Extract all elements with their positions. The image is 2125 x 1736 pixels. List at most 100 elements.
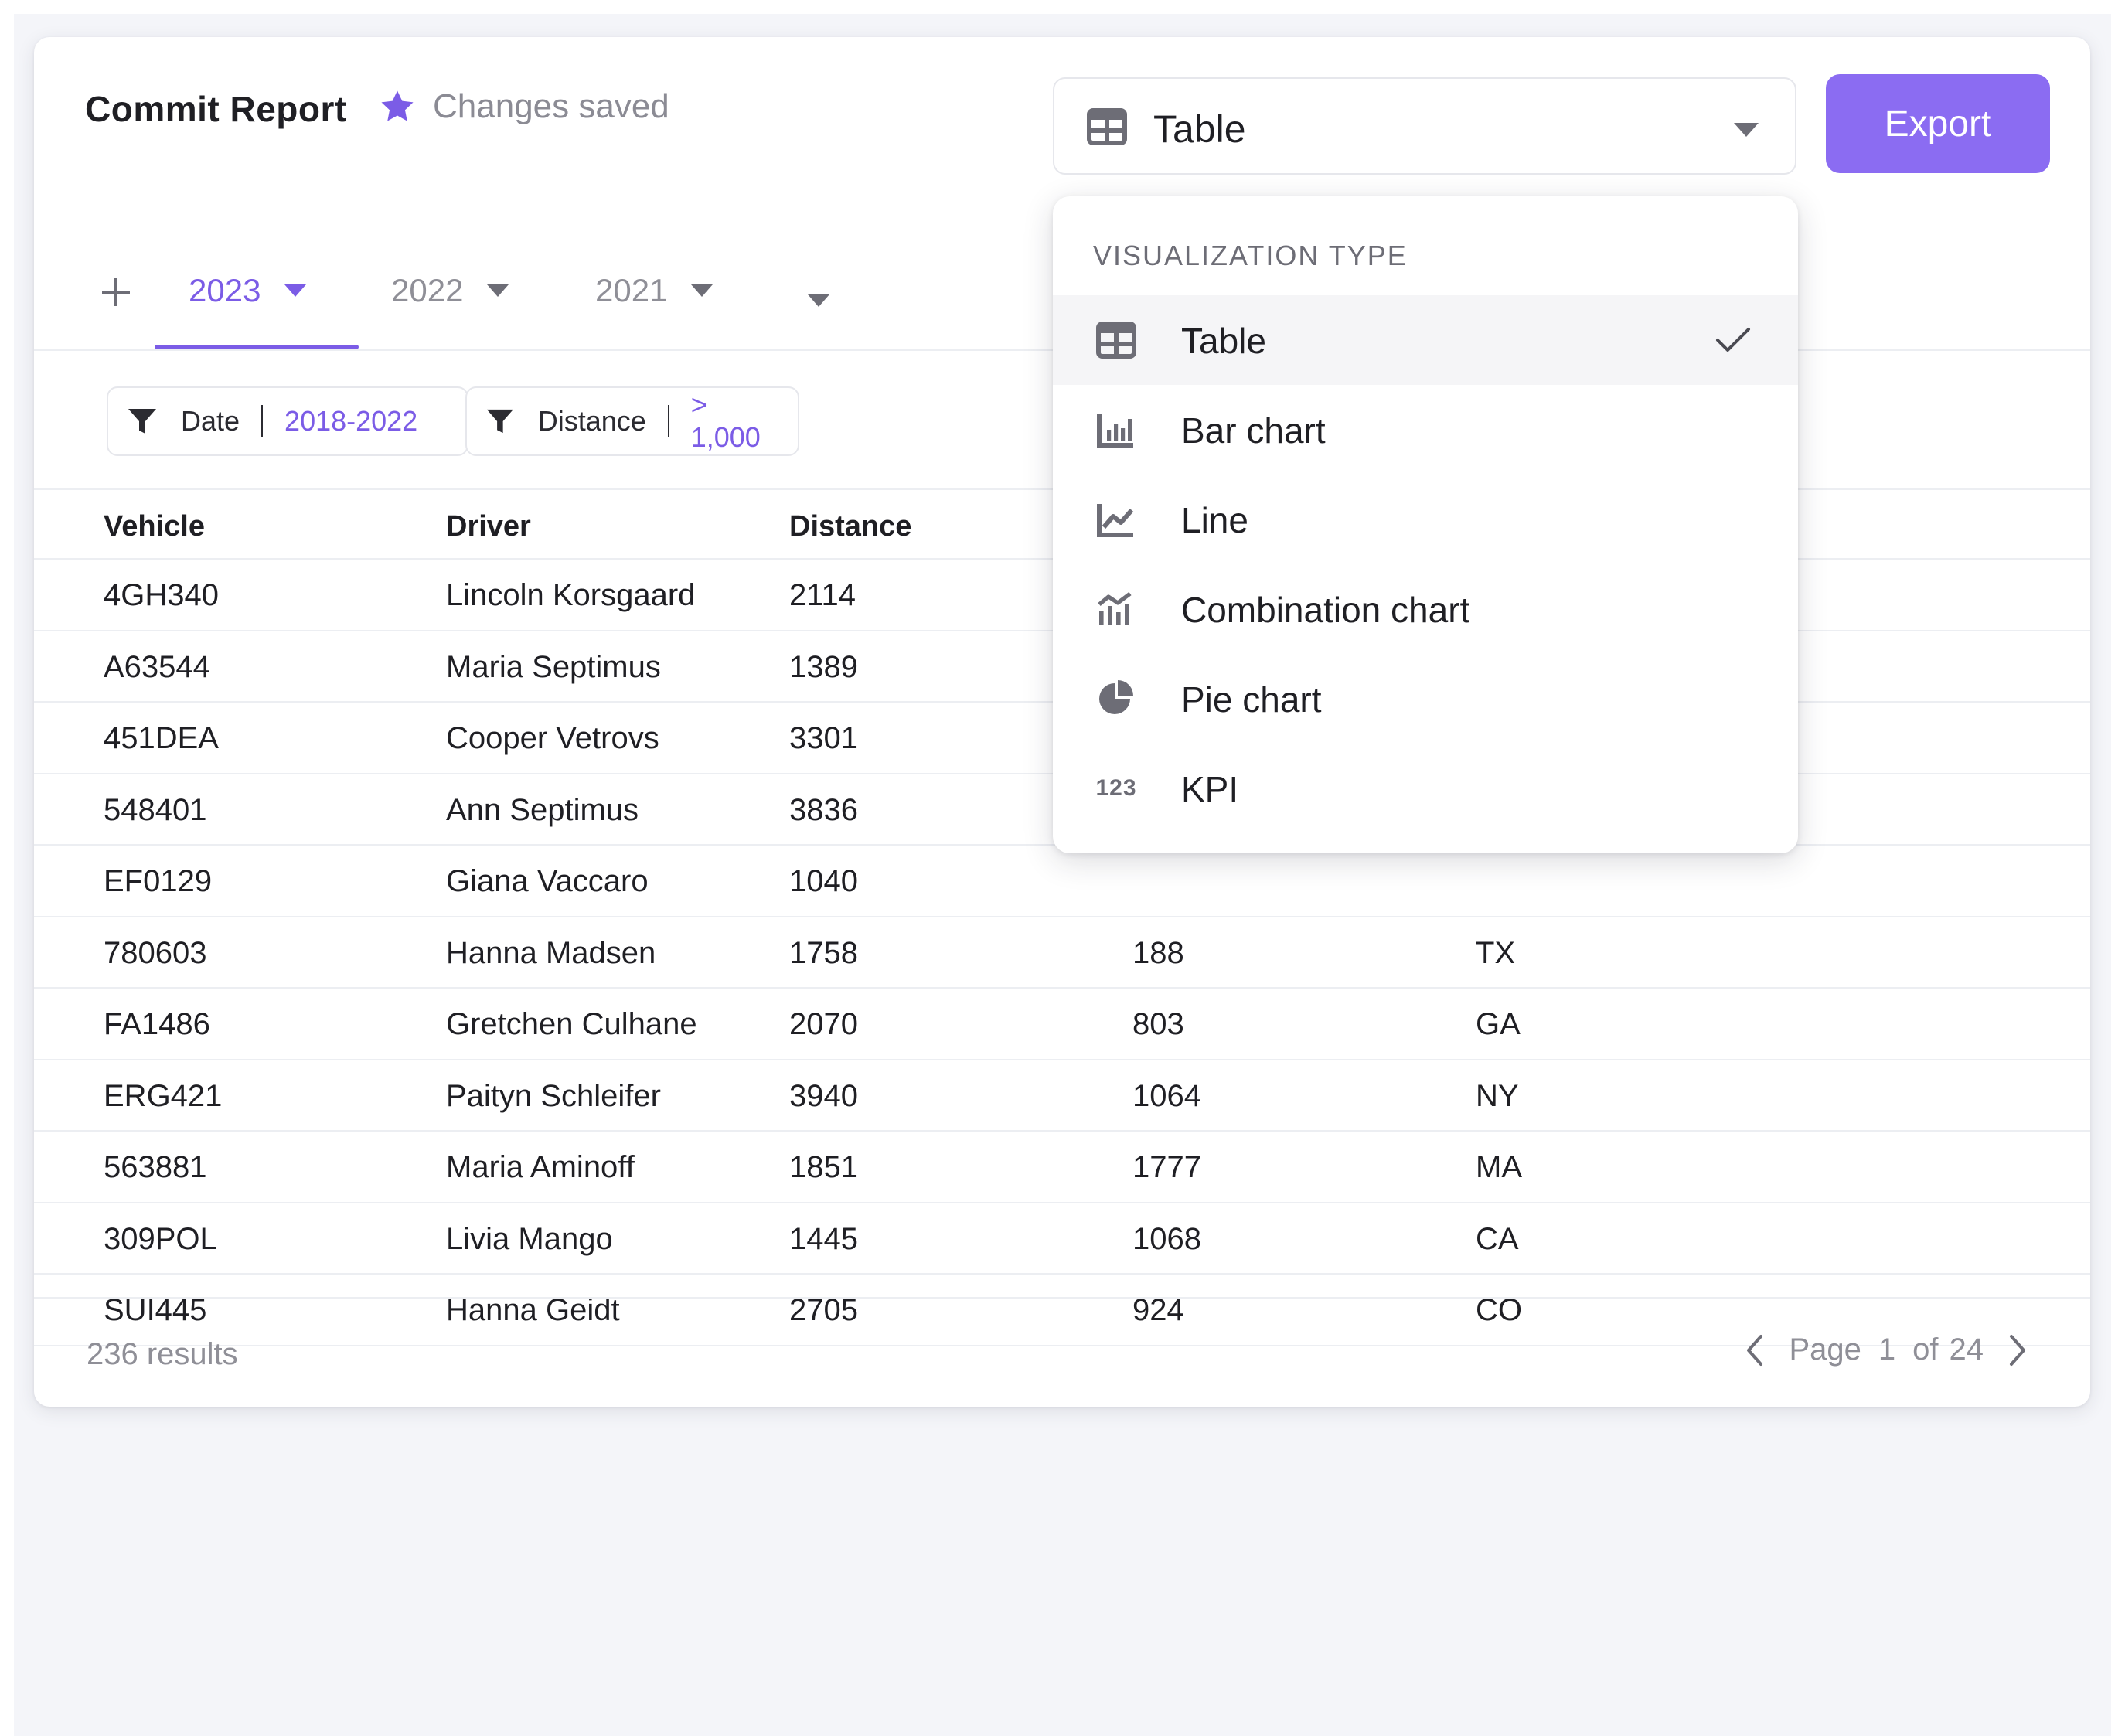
column-header-driver[interactable]: Driver (446, 510, 531, 543)
table-cell: Maria Aminoff (446, 1150, 635, 1184)
filter-key: Date (181, 405, 240, 437)
chevron-right-icon[interactable] (2007, 1333, 2028, 1367)
date-filter-chip[interactable]: Date 2018-2022 (107, 386, 468, 456)
visualization-type-select[interactable]: Table (1053, 77, 1796, 175)
report-title: Commit Report (85, 89, 347, 129)
data-table: Vehicle Driver Distance 4GH340 Lincoln Ko… (34, 490, 2090, 1346)
menu-item-label: Line (1181, 500, 1248, 540)
menu-item-label: KPI (1181, 769, 1239, 809)
table-row[interactable]: 563881 Maria Aminoff 1851 1777 MA (34, 1132, 2090, 1203)
table-cell: 2705 (789, 1293, 858, 1327)
divider (667, 405, 669, 437)
column-header-vehicle[interactable]: Vehicle (104, 510, 205, 543)
table-cell: Gretchen Culhane (446, 1007, 697, 1041)
table-cell: 2070 (789, 1007, 858, 1041)
filter-value: > 1,000 (690, 389, 761, 453)
kpi-icon: 123 (1095, 775, 1137, 801)
menu-item-bar-chart[interactable]: Bar chart (1053, 385, 1798, 475)
distance-filter-chip[interactable]: Distance > 1,000 (465, 386, 799, 456)
table-cell: SUI445 (104, 1293, 207, 1327)
table-cell: Hanna Geidt (446, 1293, 620, 1327)
tab-2022[interactable]: 2022 (391, 272, 509, 309)
filter-icon (128, 409, 156, 434)
table-cell: 188 (1132, 935, 1184, 970)
table-cell: NY (1476, 1078, 1519, 1113)
menu-item-label: Table (1181, 321, 1266, 361)
table-cell: Livia Mango (446, 1221, 613, 1256)
active-tab-indicator (155, 345, 359, 349)
table-cell: 1758 (789, 935, 858, 970)
table-cell: A63544 (104, 649, 210, 684)
table-row[interactable]: FA1486 Gretchen Culhane 2070 803 GA (34, 989, 2090, 1060)
table-cell: 780603 (104, 935, 207, 970)
menu-item-combination-chart[interactable]: Combination chart (1053, 564, 1798, 654)
table-cell: Cooper Vetrovs (446, 721, 659, 755)
table-cell: 1389 (789, 649, 858, 684)
table-cell: 4GH340 (104, 578, 219, 612)
table-cell: Giana Vaccaro (446, 864, 649, 898)
table-cell: Paityn Schleifer (446, 1078, 661, 1113)
table-cell: 2114 (789, 578, 856, 612)
saved-status-text: Changes saved (433, 87, 669, 125)
table-row[interactable]: 780603 Hanna Madsen 1758 188 TX (34, 917, 2090, 989)
save-status: Changes saved (377, 87, 669, 127)
filter-icon (486, 409, 513, 434)
visualization-type-menu: VISUALIZATION TYPE Table Bar chart (1053, 196, 1798, 853)
tab-label: 2022 (391, 272, 464, 308)
column-header-distance[interactable]: Distance (789, 510, 912, 543)
table-cell: MA (1476, 1150, 1522, 1184)
chevron-left-icon[interactable] (1744, 1333, 1766, 1367)
table-cell: Maria Septimus (446, 649, 661, 684)
table-cell: 3940 (789, 1078, 858, 1113)
table-cell: 451DEA (104, 721, 219, 755)
pagination: Page 1 of 24 (1744, 1333, 2028, 1367)
table-row[interactable]: SUI445 Hanna Geidt 2705 924 CO (34, 1275, 2090, 1346)
menu-item-table[interactable]: Table (1053, 295, 1798, 385)
table-row[interactable]: 309POL Livia Mango 1445 1068 CA (34, 1203, 2090, 1275)
export-button[interactable]: Export (1826, 74, 2050, 173)
table-footer: 236 results Page 1 of 24 (34, 1297, 2090, 1407)
results-count: 236 results (87, 1337, 238, 1371)
table-cell: Ann Septimus (446, 792, 639, 827)
table-cell: 1040 (789, 864, 858, 898)
table-cell: 1777 (1132, 1150, 1201, 1184)
table-body: 4GH340 Lincoln Korsgaard 2114 A63544 Maria S… (34, 560, 2090, 1346)
table-cell: ERG421 (104, 1078, 223, 1113)
star-icon[interactable] (377, 87, 417, 127)
tab-2021[interactable]: 2021 (595, 272, 713, 309)
combination-chart-icon (1096, 591, 1136, 628)
tab-label: 2023 (189, 272, 261, 308)
divider (261, 405, 264, 437)
menu-item-pie-chart[interactable]: Pie chart (1053, 654, 1798, 744)
table-cell: 1064 (1132, 1078, 1201, 1113)
page-label: Page (1789, 1333, 1861, 1367)
table-row[interactable]: EF0129 Giana Vaccaro 1040 (34, 846, 2090, 917)
menu-item-label: Combination chart (1181, 590, 1470, 630)
table-cell: 1068 (1132, 1221, 1201, 1256)
table-cell: TX (1476, 935, 1516, 970)
table-cell: Hanna Madsen (446, 935, 656, 970)
menu-header: VISUALIZATION TYPE (1093, 240, 1408, 271)
table-cell: 3301 (789, 721, 858, 755)
chevron-down-icon (1734, 123, 1759, 137)
tab-2023[interactable]: 2023 (189, 272, 307, 309)
chevron-down-icon (487, 284, 509, 297)
table-cell: 3836 (789, 792, 858, 827)
line-chart-icon (1096, 501, 1136, 538)
table-cell: CA (1476, 1221, 1519, 1256)
bar-chart-icon (1096, 411, 1136, 448)
menu-item-kpi[interactable]: 123 KPI (1053, 744, 1798, 833)
table-cell: 309POL (104, 1221, 217, 1256)
chevron-down-icon (691, 284, 713, 297)
pie-chart-icon (1096, 680, 1136, 717)
menu-item-label: Bar chart (1181, 410, 1326, 451)
add-tab-icon[interactable] (100, 277, 131, 308)
tab-more-chevron-down-icon[interactable] (807, 294, 830, 308)
table-row[interactable]: ERG421 Paityn Schleifer 3940 1064 NY (34, 1060, 2090, 1132)
menu-item-line[interactable]: Line (1053, 475, 1798, 564)
selected-visualization-label: Table (1153, 107, 1246, 151)
table-cell: 803 (1132, 1007, 1184, 1041)
table-cell: 1851 (789, 1150, 858, 1184)
table-cell: 563881 (104, 1150, 207, 1184)
table-cell: GA (1476, 1007, 1521, 1041)
